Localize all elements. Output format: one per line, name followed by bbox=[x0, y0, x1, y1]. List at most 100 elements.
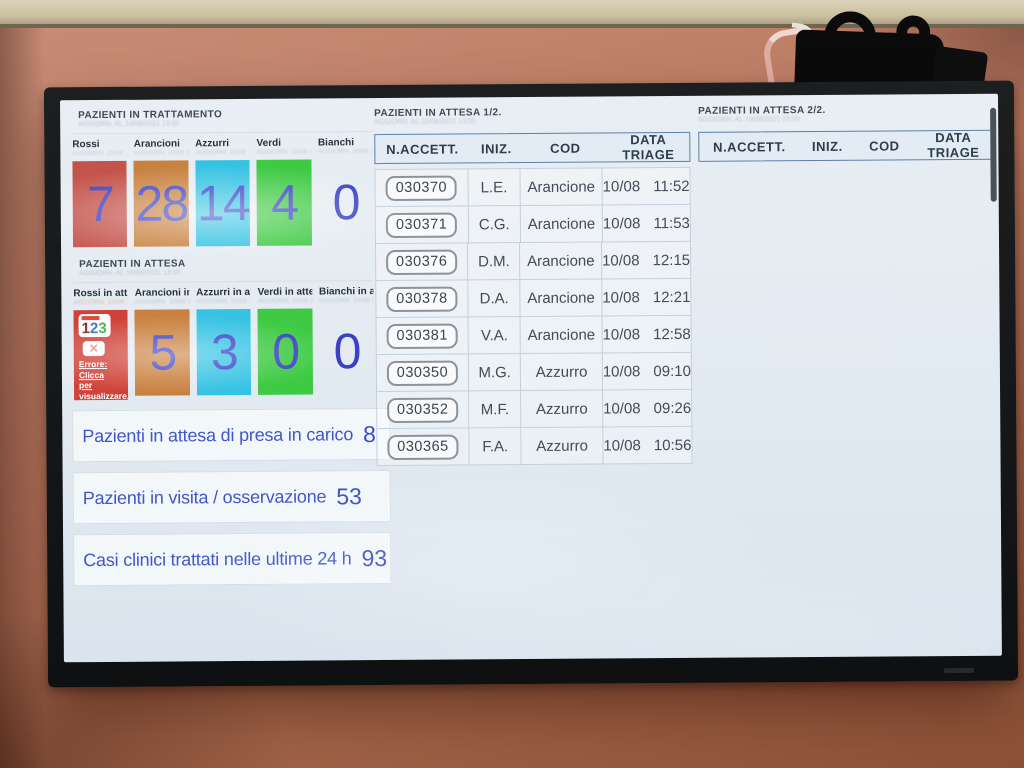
column-label: Bianchi in attesa bbox=[318, 286, 374, 298]
header-data-triage: DATA TRIAGE bbox=[622, 132, 675, 163]
accession-number-pill[interactable]: 030376 bbox=[385, 249, 458, 275]
update-timestamp: AGGIORN. 10/08 13:05 bbox=[72, 149, 127, 158]
accession-number-pill[interactable]: 030365 bbox=[387, 434, 459, 460]
triage-date: 10/08 bbox=[602, 325, 641, 343]
initials-cell: D.A. bbox=[467, 280, 520, 317]
stat-casi-24h: Casi clinici trattati nelle ultime 24 h … bbox=[73, 531, 392, 587]
accession-number-pill[interactable]: 030381 bbox=[386, 323, 458, 349]
stat-visita-osservazione: Pazienti in visita / osservazione 53 bbox=[72, 469, 391, 525]
count-box-rossi: 7 bbox=[72, 160, 128, 248]
triage-date-cell: 10/08 09:10 bbox=[601, 352, 692, 390]
count-value: 7 bbox=[86, 175, 114, 233]
triage-code-cell: Azzurro bbox=[520, 390, 603, 428]
column-label: Arancioni bbox=[133, 138, 180, 150]
waiting-columns: Rossi in attesa AGGIORN. 10/08 13:05 123… bbox=[73, 286, 374, 401]
header-cod: COD bbox=[869, 137, 900, 154]
triage-time: 11:52 bbox=[653, 177, 690, 195]
stat-value: 8 bbox=[363, 420, 376, 447]
triage-date: 10/08 bbox=[601, 251, 640, 270]
table2-header-row: N.ACCETT. INIZ. COD DATA TRIAGE bbox=[698, 129, 995, 162]
initials-cell: L.E. bbox=[467, 169, 520, 206]
error-line2: per visualizzare. bbox=[78, 380, 129, 401]
triage-time: 09:10 bbox=[653, 362, 691, 380]
count-value: 0 bbox=[333, 323, 360, 380]
table-row[interactable]: 030378 D.A. Arancione 10/08 12:21 bbox=[376, 278, 691, 319]
column-label: Azzurri in attesa bbox=[196, 286, 251, 299]
count-value: 0 bbox=[272, 323, 299, 380]
error-link[interactable]: Errore: Clicca per visualizzare. bbox=[79, 359, 129, 400]
wall-trim bbox=[0, 0, 1024, 28]
stat-label: Pazienti in attesa di presa in carico bbox=[82, 423, 354, 446]
initials-cell: M.F. bbox=[468, 391, 521, 428]
triage-time: 09:26 bbox=[653, 399, 692, 417]
update-timestamp: AGGIORN. 10/08 13:05 bbox=[73, 298, 128, 307]
header-n-accett: N.ACCETT. bbox=[386, 141, 459, 157]
triage-date-cell: 10/08 12:58 bbox=[601, 315, 691, 353]
broken-x-glyph: × bbox=[89, 340, 99, 358]
header-iniz: INIZ. bbox=[480, 140, 512, 156]
table1-body: 030370 L.E. Arancione 10/08 11:52 030371 … bbox=[374, 166, 693, 467]
triage-date-cell: 10/08 12:21 bbox=[601, 278, 691, 316]
column-rossi: Rossi AGGIORN. 10/08 13:05 7 bbox=[72, 139, 128, 248]
count-value: 4 bbox=[271, 174, 298, 231]
triage-date: 10/08 bbox=[602, 177, 641, 195]
table-row[interactable]: 030376 D.M. Arancione 10/08 12:15 bbox=[376, 241, 691, 282]
stat-label: Casi clinici trattati nelle ultime 24 h bbox=[83, 547, 352, 570]
triage-code-cell: Arancione bbox=[519, 168, 602, 206]
update-timestamp: AGGIORN. AL 10/08/2021 13:05 bbox=[78, 120, 180, 129]
update-timestamp: AGGIORN. AL 10/08/2021 13:05 bbox=[698, 116, 800, 124]
waiting-table-2-panel: PAZIENTI IN ATTESA 2/2. AGGIORN. AL 10/0… bbox=[698, 104, 995, 162]
column-label: Rossi bbox=[72, 139, 100, 151]
count-box-rossi-attesa-error: 123 × Errore: Clicca per visualizzare. bbox=[73, 309, 129, 401]
numbers-123-icon: 123 bbox=[78, 313, 111, 338]
digit: 3 bbox=[98, 319, 107, 338]
count-box-bianchi-attesa: 0 bbox=[319, 308, 374, 394]
column-azzurri: Azzurri AGGIORN. 10/08 13:05 14 bbox=[195, 138, 251, 247]
triage-code-cell: Azzurro bbox=[520, 427, 603, 465]
triage-code-cell: Arancione bbox=[519, 242, 602, 280]
table-row[interactable]: 030365 F.A. Azzurro 10/08 10:56 bbox=[377, 426, 692, 467]
column-azzurri-attesa: Azzurri in attesa AGGIORN. 10/08 13:05 3 bbox=[196, 286, 252, 399]
accession-number-pill[interactable]: 030350 bbox=[386, 360, 459, 386]
update-timestamp: AGGIORN. 10/08 13:05 bbox=[134, 298, 190, 306]
table1-header-row: N.ACCETT. INIZ. COD DATA TRIAGE bbox=[374, 131, 691, 165]
table-row[interactable]: 030371 C.G. Arancione 10/08 11:53 bbox=[375, 204, 691, 245]
count-value: 28 bbox=[135, 175, 188, 232]
accession-number-pill[interactable]: 030352 bbox=[386, 397, 459, 423]
tv-brand-logo bbox=[943, 667, 975, 674]
accession-number-pill[interactable]: 030370 bbox=[385, 175, 458, 201]
column-arancioni-attesa: Arancioni in atte: AGGIORN. 10/08 13:05 … bbox=[135, 287, 190, 399]
column-verdi-attesa: Verdi in attesa AGGIORN. 10/08 13:05 0 bbox=[258, 287, 313, 399]
column-label: Bianchi bbox=[317, 137, 355, 149]
triage-time: 12:15 bbox=[652, 251, 691, 269]
update-timestamp: AGGIORN. 10/08 13:05 bbox=[257, 297, 313, 305]
column-label: Arancioni in atte: bbox=[134, 287, 190, 299]
update-timestamp: AGGIORN. 10/08 13:05 bbox=[133, 149, 189, 157]
count-value: 0 bbox=[332, 174, 359, 231]
scrollbar-thumb[interactable] bbox=[990, 107, 997, 202]
waiting-table-1-panel: PAZIENTI IN ATTESA 1/2. AGGIORN. AL 10/0… bbox=[374, 106, 693, 467]
update-timestamp: AGGIORN. 10/08 13:05 bbox=[317, 148, 373, 156]
column-arancioni: Arancioni AGGIORN. 10/08 13:05 28 bbox=[133, 138, 189, 247]
column-rossi-attesa: Rossi in attesa AGGIORN. 10/08 13:05 123… bbox=[73, 288, 129, 401]
divider bbox=[73, 280, 374, 284]
table-row[interactable]: 030381 V.A. Arancione 10/08 12:58 bbox=[376, 315, 691, 356]
accession-number-pill[interactable]: 030378 bbox=[386, 286, 458, 312]
table-row[interactable]: 030370 L.E. Arancione 10/08 11:52 bbox=[375, 167, 690, 208]
header-iniz: INIZ. bbox=[811, 138, 843, 154]
accession-number-pill[interactable]: 030371 bbox=[385, 212, 458, 238]
initials-cell: C.G. bbox=[467, 206, 521, 243]
table-row[interactable]: 030352 M.F. Azzurro 10/08 09:26 bbox=[377, 389, 692, 430]
update-timestamp: AGGIORN. AL 10/08/2021 13:05 bbox=[79, 269, 181, 278]
initials-cell: V.A. bbox=[467, 317, 521, 354]
dashboard-screen: PAZIENTI IN TRATTAMENTO AGGIORN. AL 10/0… bbox=[60, 93, 1002, 663]
update-timestamp: AGGIORN. AL 10/08/2021 13:05 bbox=[374, 118, 476, 127]
triage-code-cell: Azzurro bbox=[520, 353, 602, 391]
triage-date-cell: 10/08 10:56 bbox=[602, 426, 692, 464]
triage-code-cell: Arancione bbox=[519, 316, 602, 354]
triage-code-cell: Arancione bbox=[519, 205, 603, 243]
scrollbar-track[interactable] bbox=[990, 107, 1000, 636]
table-row[interactable]: 030350 M.G. Azzurro 10/08 09:10 bbox=[376, 352, 692, 393]
initials-cell: M.G. bbox=[467, 354, 521, 391]
header-data-triage: DATA TRIAGE bbox=[927, 129, 980, 161]
